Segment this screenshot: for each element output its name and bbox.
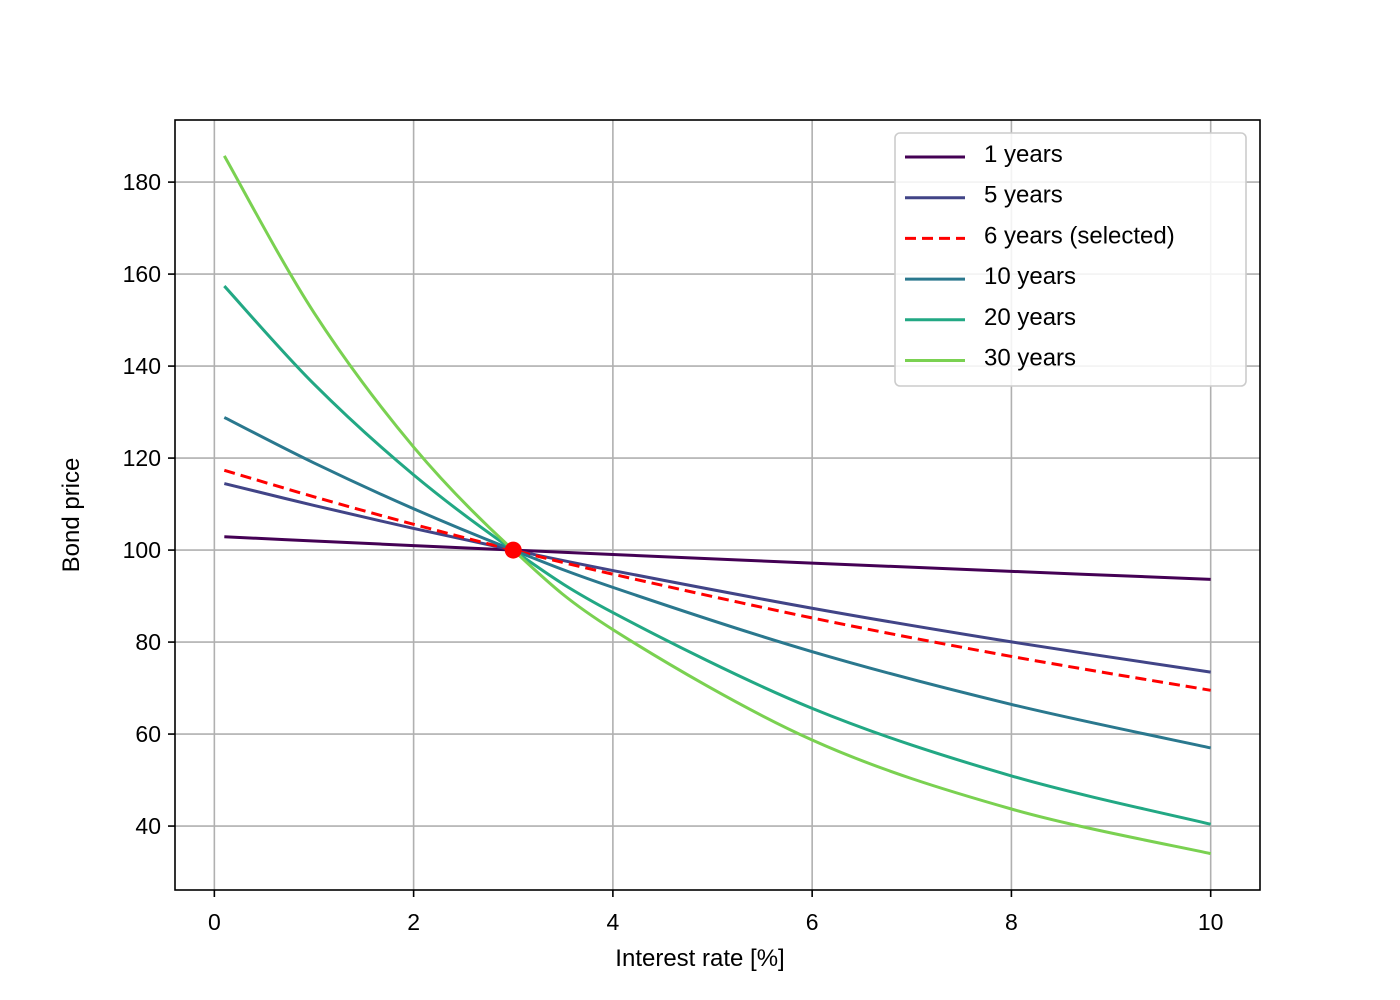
y-tick-label: 180	[123, 169, 161, 195]
x-ticks: 0 2 4 6 8 10	[208, 890, 1224, 935]
series-line-20-years	[223, 285, 1212, 826]
legend-label-20-years: 20 years	[984, 304, 1076, 331]
x-axis-label: Interest rate [%]	[615, 945, 784, 972]
legend: 1 years 5 years 6 years (selected) 10 years…	[894, 132, 1247, 387]
y-tick-label: 160	[123, 261, 161, 287]
x-tick-label: 6	[806, 909, 819, 935]
y-tick-label: 140	[123, 353, 161, 379]
series-line-1-years	[224, 535, 1211, 581]
x-tick-label: 4	[606, 909, 619, 935]
y-tick-label: 100	[123, 537, 161, 563]
y-tick-label: 40	[135, 813, 161, 839]
legend-box	[894, 132, 1247, 387]
series-line-30-years	[223, 155, 1212, 856]
y-tick-label: 120	[123, 445, 161, 471]
y-tick-label: 60	[135, 721, 161, 747]
x-tick-label: 10	[1198, 909, 1224, 935]
plot-frame	[174, 119, 1261, 891]
x-tick-label: 8	[1005, 909, 1018, 935]
x-tick-label: 0	[208, 909, 221, 935]
y-tick-label: 80	[135, 629, 161, 655]
series-line-5-years	[223, 482, 1211, 674]
series-line-10-years	[223, 416, 1211, 750]
selected-marker	[504, 541, 522, 559]
legend-label-6-years-selected: 6 years (selected)	[984, 222, 1175, 249]
y-axis-label: Bond price	[58, 458, 85, 573]
legend-label-1-years: 1 years	[984, 141, 1063, 168]
series-line-6-years-selected	[223, 468, 1211, 692]
y-ticks: 40 60 80 100 120 140 160 180	[123, 169, 175, 839]
legend-label-5-years: 5 years	[984, 182, 1063, 209]
selected-point	[504, 541, 522, 559]
legend-label-30-years: 30 years	[984, 345, 1076, 372]
series-lines	[223, 155, 1212, 856]
x-tick-label: 2	[407, 909, 420, 935]
legend-label-10-years: 10 years	[984, 263, 1076, 290]
